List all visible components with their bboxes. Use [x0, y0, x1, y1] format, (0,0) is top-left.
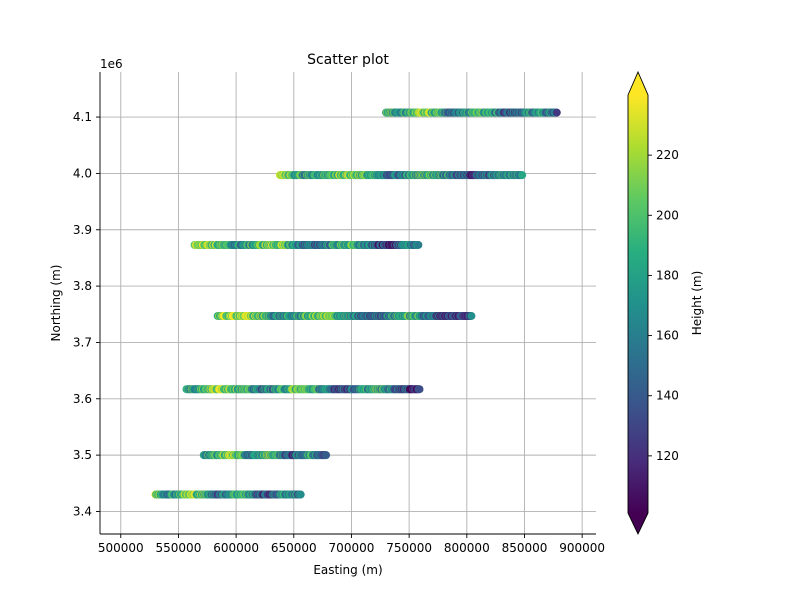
- colorbar-gradient: [628, 95, 648, 513]
- y-tick-label: 3.8: [73, 279, 92, 293]
- colorbar-tick-label: 140: [656, 389, 679, 403]
- scatter-point: [415, 385, 424, 394]
- y-tick-label: 3.5: [73, 448, 92, 462]
- y-tick-label: 4.1: [73, 110, 92, 124]
- colorbar-tick-label: 180: [656, 268, 679, 282]
- x-tick-label: 700000: [329, 541, 375, 555]
- scatter-point: [467, 311, 476, 320]
- colorbar-outline: [627, 70, 649, 536]
- x-axis-label: Easting (m): [313, 563, 382, 577]
- colorbar-tick-label: 120: [656, 449, 679, 463]
- colorbar-tick-label: 160: [656, 329, 679, 343]
- x-tick-label: 900000: [559, 541, 605, 555]
- x-tick-label: 500000: [98, 541, 144, 555]
- x-axis-ticks: 500000 550000 600000 650000 700000 750000 8000…: [98, 534, 605, 555]
- x-tick-label: 850000: [502, 541, 548, 555]
- scatter-point: [552, 108, 561, 117]
- y-tick-label: 4.0: [73, 166, 92, 180]
- colorbar-tick-label: 220: [656, 148, 679, 162]
- scatter-point: [414, 240, 423, 249]
- y-axis-ticks: 3.4 3.5 3.6 3.7 3.8 3.9 4.0 4.1: [73, 110, 100, 518]
- colorbar-ticks: 120 140 160 180 200 220: [648, 148, 679, 463]
- chart-title: Scatter plot: [307, 52, 389, 68]
- scatter-point: [296, 490, 305, 499]
- y-tick-label: 3.7: [73, 335, 92, 349]
- y-tick-label: 3.6: [73, 392, 92, 406]
- colorbar-tick-label: 200: [656, 208, 679, 222]
- x-tick-label: 800000: [444, 541, 490, 555]
- x-tick-label: 650000: [271, 541, 317, 555]
- colorbar-extend-top: [628, 72, 648, 95]
- x-tick-label: 550000: [156, 541, 202, 555]
- x-tick-label: 600000: [213, 541, 259, 555]
- y-tick-label: 3.4: [73, 504, 92, 518]
- colorbar-extend-bottom: [628, 513, 648, 534]
- y-axis-offset-label: 1e6: [100, 57, 123, 71]
- scatter-point: [322, 451, 331, 460]
- grid-lines: [100, 72, 596, 534]
- x-tick-label: 750000: [386, 541, 432, 555]
- y-axis-label: Northing (m): [49, 265, 63, 342]
- scatter-points: [151, 108, 561, 499]
- colorbar: 120 140 160 180 200 220 Height (m): [627, 70, 704, 536]
- scatter-point: [518, 171, 527, 180]
- y-tick-label: 3.9: [73, 223, 92, 237]
- colorbar-label: Height (m): [690, 271, 704, 336]
